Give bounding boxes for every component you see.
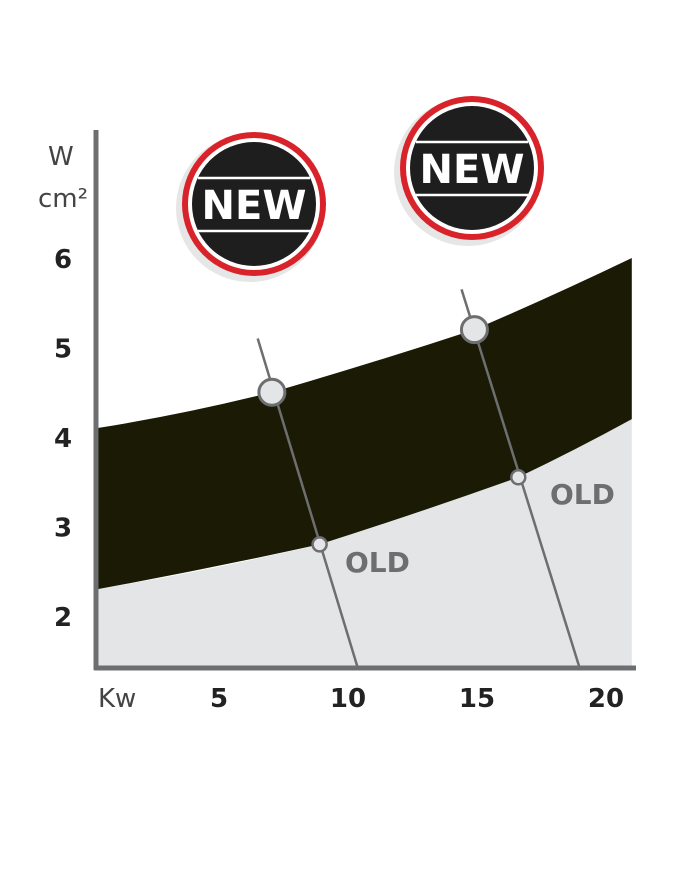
y-unit-top: W <box>48 142 74 172</box>
old-label: OLD <box>550 478 615 511</box>
y-tick-label: 6 <box>54 245 72 275</box>
x-tick-label: 15 <box>459 684 495 714</box>
new-badge-label: NEW <box>420 147 525 193</box>
new-badge-label: NEW <box>202 183 307 229</box>
y-tick-label: 5 <box>54 335 72 365</box>
old-label: OLD <box>345 546 410 579</box>
x-tick-label: 20 <box>588 684 624 714</box>
x-tick-label: 5 <box>210 684 228 714</box>
old-point-marker <box>510 469 527 486</box>
old-point-marker <box>311 536 328 553</box>
y-tick-label: 3 <box>54 514 72 544</box>
y-tick-label: 4 <box>54 424 72 454</box>
y-unit-bottom: cm² <box>38 184 88 214</box>
below-band-area <box>97 419 632 670</box>
new-point-marker <box>459 315 489 345</box>
x-tick-label: 10 <box>330 684 366 714</box>
new-point-marker <box>257 377 287 407</box>
new-badge: NEW <box>176 132 326 282</box>
new-badge: NEW <box>394 96 544 246</box>
x-unit: Kw <box>98 684 136 714</box>
y-tick-label: 2 <box>54 603 72 633</box>
badge-fill <box>192 142 316 266</box>
badge-fill <box>410 106 534 230</box>
band-area <box>97 258 632 590</box>
